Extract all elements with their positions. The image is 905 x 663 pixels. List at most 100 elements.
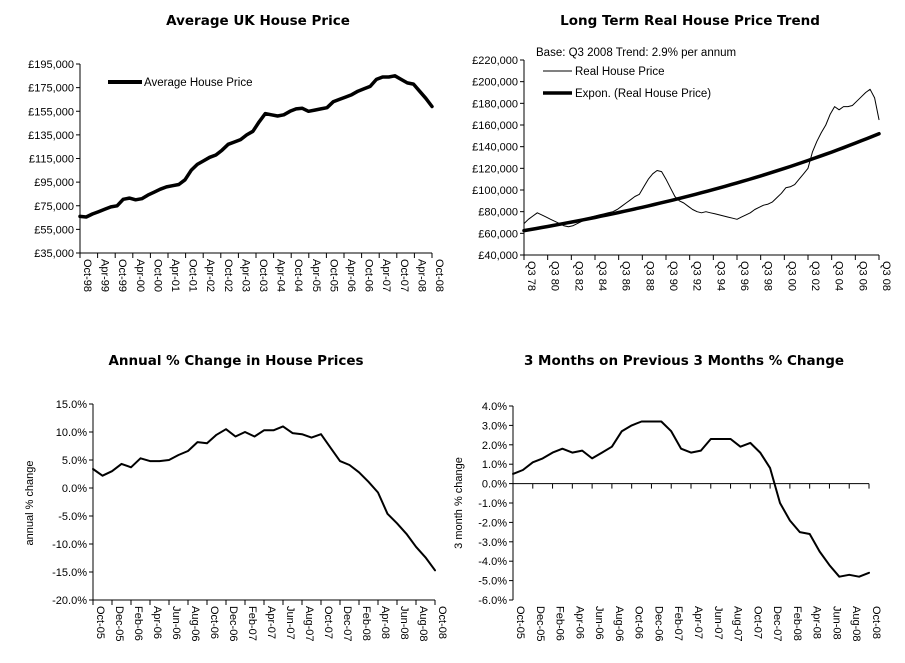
y-tick-label: £155,000 xyxy=(28,106,74,118)
series-line-expon-real-house-price xyxy=(522,131,881,233)
x-tick-label: Q3 98 xyxy=(762,261,774,291)
y-tick-label: £35,000 xyxy=(34,248,74,260)
x-tick-label: Feb-07 xyxy=(246,606,258,641)
y-tick-label: -6.0% xyxy=(478,595,507,607)
x-tick-label: Aug-07 xyxy=(303,606,315,641)
x-tick-label: Oct-08 xyxy=(436,606,448,639)
x-tick-label: Oct-04 xyxy=(292,259,304,292)
x-tick-label: Apr-99 xyxy=(99,259,111,292)
y-tick-label: £175,000 xyxy=(28,83,74,95)
x-tick-label: Oct-06 xyxy=(633,606,645,639)
x-tick-label: Q3 86 xyxy=(620,261,632,291)
y-tick-label: 10.0% xyxy=(56,427,87,439)
chart-title: 3 Months on Previous 3 Months % Change xyxy=(524,353,844,369)
x-tick-label: Aug-08 xyxy=(417,606,429,641)
x-tick-label: Apr-07 xyxy=(692,606,704,639)
x-tick-label: Oct-05 xyxy=(327,259,339,292)
x-tick-label: Oct-05 xyxy=(94,606,106,639)
x-tick-label: Dec-06 xyxy=(227,606,239,641)
x-tick-label: Q3 90 xyxy=(667,261,679,291)
y-tick-label: £135,000 xyxy=(28,130,74,142)
x-tick-label: Apr-08 xyxy=(379,606,391,639)
x-tick-label: Dec-05 xyxy=(534,606,546,641)
x-tick-label: Apr-01 xyxy=(169,259,181,292)
x-tick-label: Aug-06 xyxy=(189,606,201,641)
x-tick-label: Aug-08 xyxy=(850,606,862,641)
x-tick-label: Apr-05 xyxy=(310,259,322,292)
y-tick-label: 0.0% xyxy=(62,483,87,495)
series-line-average-house-price xyxy=(78,74,434,219)
x-tick-label: Oct-02 xyxy=(222,259,234,292)
x-tick-label: Apr-06 xyxy=(151,606,163,639)
y-axis-label: 3 month % change xyxy=(453,457,465,549)
x-tick-label: Dec-07 xyxy=(771,606,783,641)
x-tick-label: Oct-98 xyxy=(81,259,93,292)
legend: Real House Price Expon. (Real House Pric… xyxy=(543,66,711,100)
x-tick-label: Q3 08 xyxy=(880,261,892,291)
x-tick-label: Dec-05 xyxy=(113,606,125,641)
x-tick-label: Oct-01 xyxy=(187,259,199,292)
x-tick-label: Q3 00 xyxy=(785,261,797,291)
chart-annual-percent-change: Annual % Change in House Prices annual %… xyxy=(24,353,448,641)
y-tick-label: £160,000 xyxy=(472,120,518,132)
legend: Average House Price xyxy=(108,77,252,89)
y-tick-label: -1.0% xyxy=(478,498,507,510)
y-tick-label: -4.0% xyxy=(478,556,507,568)
chart-three-month-percent-change: 3 Months on Previous 3 Months % Change 3… xyxy=(453,353,882,641)
x-tick-label: Apr-07 xyxy=(380,259,392,292)
x-tick-label: Jun-06 xyxy=(170,606,182,640)
y-tick-label: -15.0% xyxy=(52,567,87,579)
x-tick-label: Jun-08 xyxy=(398,606,410,640)
x-tick-label: Apr-06 xyxy=(345,259,357,292)
x-tick-label: Oct-07 xyxy=(751,606,763,639)
y-tick-label: £140,000 xyxy=(472,142,518,154)
y-tick-label: -3.0% xyxy=(478,537,507,549)
x-tick-label: Aug-07 xyxy=(732,606,744,641)
x-tick-label: Q3 82 xyxy=(572,261,584,291)
y-tick-label: £80,000 xyxy=(478,207,518,219)
x-tick-label: Apr-06 xyxy=(573,606,585,639)
y-tick-label: 4.0% xyxy=(482,401,507,413)
x-tick-label: Q3 04 xyxy=(833,261,845,291)
x-tick-label: Apr-07 xyxy=(265,606,277,639)
y-tick-label: £180,000 xyxy=(472,98,518,110)
x-tick-label: Feb-07 xyxy=(672,606,684,641)
x-tick-label: Q3 06 xyxy=(856,261,868,291)
x-tick-label: Feb-06 xyxy=(132,606,144,641)
y-tick-label: 2.0% xyxy=(482,440,507,452)
chart-long-term-real-house-price-trend: Long Term Real House Price Trend Base: Q… xyxy=(472,13,892,291)
x-tick-label: Dec-06 xyxy=(652,606,664,641)
y-tick-label: 5.0% xyxy=(62,455,87,467)
y-tick-label: 15.0% xyxy=(56,399,87,411)
x-tick-label: Oct-06 xyxy=(363,259,375,292)
x-tick-label: Q3 96 xyxy=(738,261,750,291)
y-tick-label: -20.0% xyxy=(52,595,87,607)
x-tick-label: Jun-07 xyxy=(712,606,724,640)
y-tick-label: -5.0% xyxy=(478,576,507,588)
x-tick-label: Oct-07 xyxy=(398,259,410,292)
legend-label-average-house-price: Average House Price xyxy=(144,77,252,89)
y-tick-label: £75,000 xyxy=(34,201,74,213)
x-tick-label: Apr-00 xyxy=(134,259,146,292)
x-tick-label: Apr-08 xyxy=(415,259,427,292)
x-tick-label: Dec-07 xyxy=(341,606,353,641)
x-tick-label: Q3 78 xyxy=(525,261,537,291)
y-tick-label: £95,000 xyxy=(34,177,74,189)
y-tick-label: -5.0% xyxy=(58,511,87,523)
x-tick-label: Apr-03 xyxy=(239,259,251,292)
series-line-annual-change xyxy=(92,425,436,572)
x-tick-label: Q3 84 xyxy=(596,261,608,291)
series-line-real-house-price xyxy=(523,88,880,228)
chart-title: Long Term Real House Price Trend xyxy=(560,13,820,29)
legend-label-real-house-price: Real House Price xyxy=(575,66,664,78)
x-tick-label: Apr-08 xyxy=(811,606,823,639)
y-tick-label: £195,000 xyxy=(28,59,74,71)
chart-average-uk-house-price: Average UK House Price £195,000 £175,000 £… xyxy=(28,13,445,292)
x-tick-label: Feb-06 xyxy=(554,606,566,641)
x-tick-label: Apr-02 xyxy=(204,259,216,292)
x-tick-label: Oct-05 xyxy=(514,606,526,639)
y-tick-label: £220,000 xyxy=(472,55,518,67)
y-tick-label: £60,000 xyxy=(478,228,518,240)
y-tick-label: £100,000 xyxy=(472,185,518,197)
y-tick-label: £55,000 xyxy=(34,224,74,236)
